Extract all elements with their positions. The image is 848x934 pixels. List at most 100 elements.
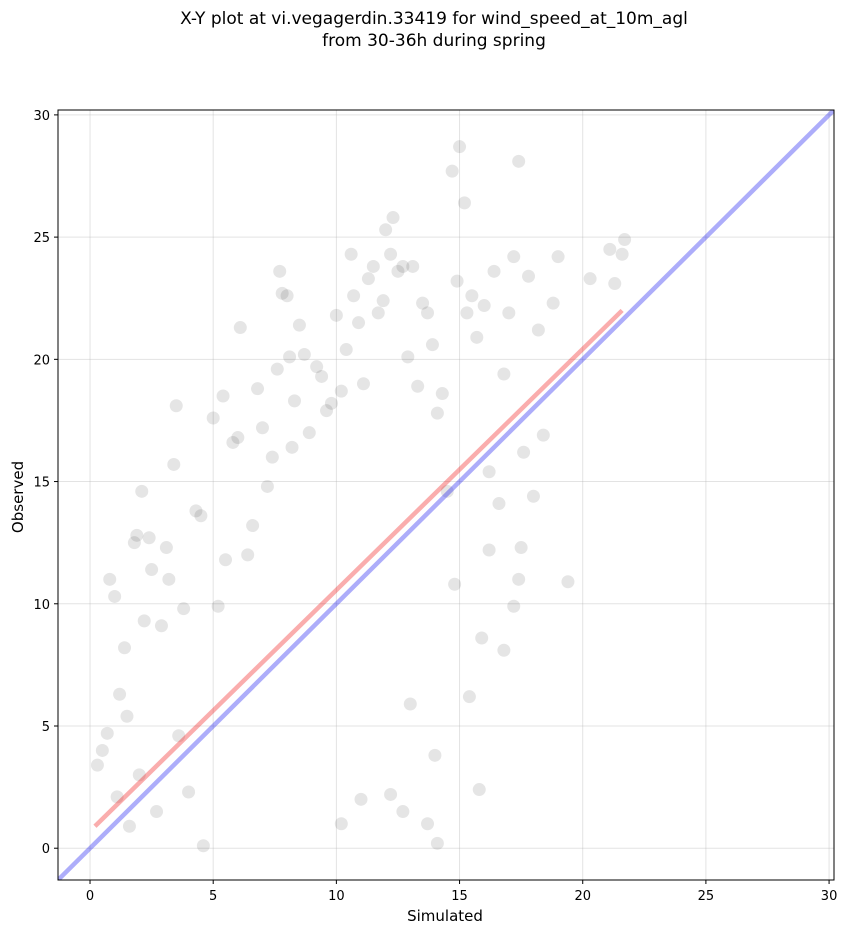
scatter-point [315,369,329,383]
scatter-point [457,196,471,210]
y-tick-label: 0 [42,842,50,857]
scatter-point [531,323,545,337]
scatter-point [142,531,156,545]
scatter-point [430,836,444,850]
scatter-point [497,643,511,657]
scatter-point [366,259,380,273]
scatter-point [324,396,338,410]
scatter-point [127,536,141,550]
scatter-point [292,318,306,332]
scatter-point [435,387,449,401]
scatter-point [477,299,491,313]
scatter-point [90,758,104,772]
scatter-point [329,308,343,322]
scatter-point [507,599,521,613]
scatter-point [361,272,375,286]
scatter-point [344,247,358,261]
scatter-point [347,289,361,303]
x-tick-label: 0 [86,889,94,904]
scatter-point [270,362,284,376]
scatter-point [231,431,245,445]
plot-area [58,110,834,880]
scatter-point [507,250,521,264]
scatter-point [376,294,390,308]
y-tick-label: 20 [33,353,50,368]
regression-line [93,308,624,828]
scatter-point [167,457,181,471]
scatter-point [421,817,435,831]
scatter-point [194,509,208,523]
scatter-point [450,274,464,288]
x-tick-label: 5 [209,889,217,904]
scatter-point [356,377,370,391]
scatter-point [482,465,496,479]
scatter-point [233,321,247,335]
scatter-point [618,233,632,247]
chart-title-block: X-Y plot at vi.vegagerdin.33419 for wind… [0,8,848,52]
scatter-point [546,296,560,310]
scatter-point [251,382,265,396]
scatter-point [103,572,117,586]
scatter-point [583,272,597,286]
scatter-point [255,421,269,435]
scatter-point [145,563,159,577]
scatter-point [406,259,420,273]
chart-title: X-Y plot at vi.vegagerdin.33419 for wind… [180,9,688,29]
scatter-point [482,543,496,557]
scatter-point [154,619,168,633]
scatter-point [260,479,274,493]
scatter-point [512,154,526,168]
scatter-point [460,306,474,320]
scatter-point [445,164,459,178]
scatter-point [137,614,151,628]
scatter-point [162,572,176,586]
scatter-point [285,440,299,454]
y-axis-label: Observed [9,461,27,533]
scatter-point [396,259,410,273]
scatter-point [487,264,501,278]
scatter-point [241,548,255,562]
scatter-point [135,484,149,498]
axis-ticks: 0 5 10 15 20 25 30 0 5 10 15 20 25 30 [33,109,837,904]
scatter-point [283,350,297,364]
grid [58,110,834,880]
scatter-point [113,687,127,701]
scatter-point [448,577,462,591]
scatter-point [428,748,442,762]
scatter-point [551,250,565,264]
scatter-point [384,787,398,801]
scatter-point [150,805,164,819]
scatter-point [386,211,400,225]
scatter-point [216,389,230,403]
x-tick-label: 30 [821,889,838,904]
y-tick-label: 5 [42,720,50,735]
scatter-point [603,242,617,256]
scatter-point [403,697,417,711]
scatter-point [246,519,260,533]
chart-subtitle: from 30-36h during spring [322,31,546,51]
scatter-point [265,450,279,464]
x-tick-label: 15 [451,889,468,904]
scatter-point [297,347,311,361]
scatter-point [421,306,435,320]
scatter-point [219,553,233,567]
scatter-point [118,641,132,655]
scatter-point [497,367,511,381]
scatter-point [189,504,203,518]
scatter-point [354,792,368,806]
x-tick-label: 10 [328,889,345,904]
scatter-point [411,379,425,393]
x-tick-label: 20 [574,889,591,904]
y-tick-label: 15 [33,476,50,491]
identity-line [58,110,834,880]
scatter-point [416,296,430,310]
scatter-point [462,690,476,704]
data-points [90,140,632,853]
scatter-point [440,484,454,498]
scatter-point [514,541,528,555]
scatter-point [108,589,122,603]
scatter-point [334,384,348,398]
scatter-point [502,306,516,320]
scatter-point [211,599,225,613]
scatter-point [226,435,240,449]
